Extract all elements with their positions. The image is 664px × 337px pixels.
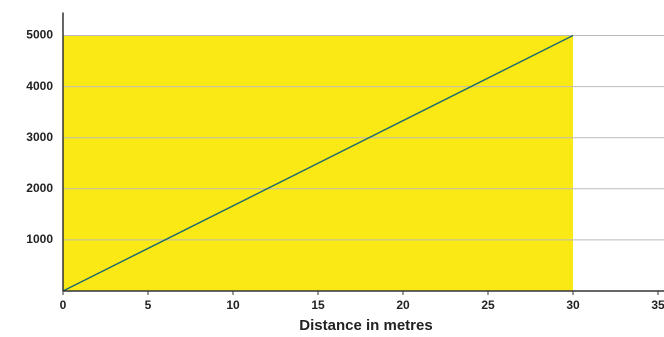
y-tick-label: 5000: [26, 28, 53, 42]
x-axis-label: Distance in metres: [299, 317, 432, 334]
y-tick-label: 4000: [26, 79, 53, 93]
x-tick-label: 5: [145, 298, 152, 312]
x-tick-label: 10: [226, 298, 240, 312]
x-tick-label: 20: [396, 298, 410, 312]
x-tick-label: 35: [651, 298, 664, 312]
y-tick-label: 1000: [26, 232, 53, 246]
x-tick-label: 30: [566, 298, 580, 312]
x-tick-label: 25: [481, 298, 495, 312]
x-tick-label: 15: [311, 298, 325, 312]
y-tick-label: 3000: [26, 130, 53, 144]
y-tick-label: 2000: [26, 181, 53, 195]
x-tick-label: 0: [60, 298, 67, 312]
line: [62, 34, 574, 292]
